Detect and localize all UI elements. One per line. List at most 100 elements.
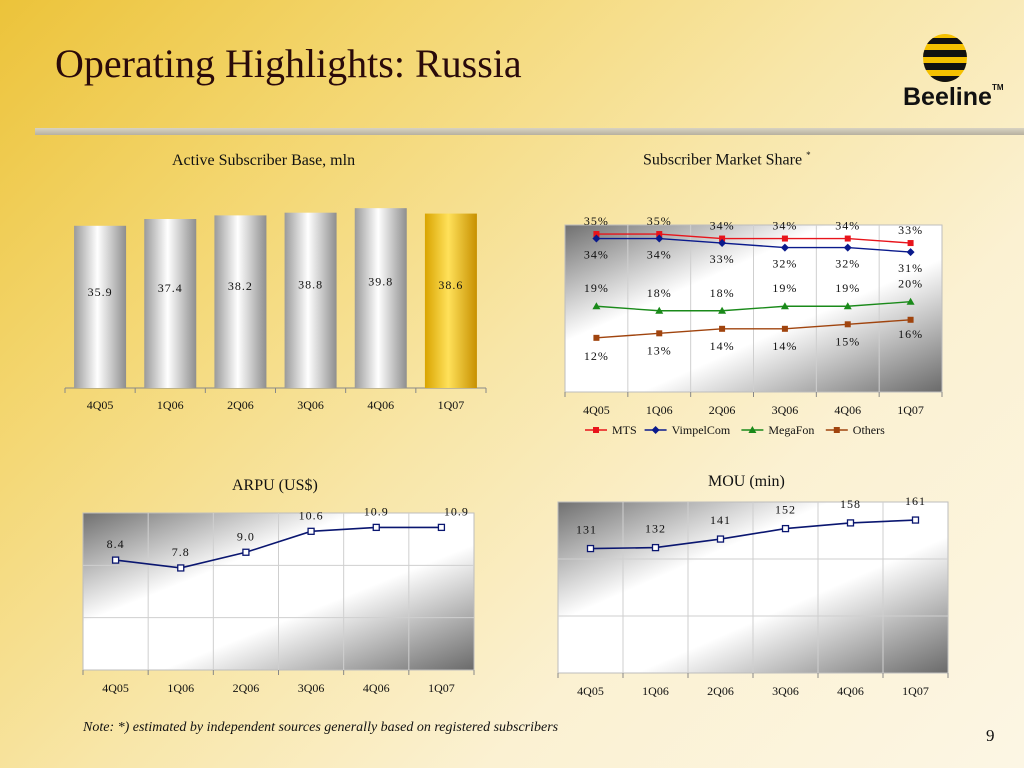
subscriber-base-chart: 35.9 4Q05 37.4 1Q06 38.2 2Q06 38.8 3Q06 39.8 4Q06… [64,208,487,412]
x-tick-label: 4Q05 [102,681,129,695]
data-label: 33% [898,223,923,237]
beeline-logo-icon [923,34,967,82]
x-tick-label: 2Q06 [707,684,734,698]
brand-name: BeelineTM [903,83,1004,111]
x-tick-label: 3Q06 [297,398,324,412]
data-point [592,302,601,310]
data-point [372,523,380,532]
bar-value-label: 39.8 [368,275,393,289]
bar-4Q06 [354,208,407,388]
arpu-title: ARPU (US$) [232,477,318,494]
x-tick-label: 1Q06 [167,681,194,695]
series-line: 8.4 7.8 9.0 10.6 10.9 10.9 [107,504,469,572]
data-point [655,306,664,314]
data-label: 10.6 [299,508,324,522]
data-point [780,243,789,252]
data-point [780,302,789,310]
data-point [846,519,855,527]
data-label: 35% [647,214,672,228]
data-label: 131 [576,523,597,537]
data-label: 34% [835,219,860,233]
data-point [718,239,727,248]
data-point [718,306,727,314]
data-point [656,330,663,337]
data-point [716,535,725,543]
page-title: Operating Highlights: Russia [55,41,522,86]
legend-marker [651,426,660,434]
legend-label: VimpelCom [672,423,731,437]
data-point [437,523,446,532]
series-line [115,526,442,569]
x-tick-label: 2Q06 [233,681,260,695]
data-label: 14% [772,339,797,353]
data-label: 32% [772,257,797,271]
legend-label: Others [853,423,885,437]
x-tick-label: 1Q06 [642,684,669,698]
x-tick-label: 4Q06 [834,403,861,417]
subscriber-base-title: Active Subscriber Base, mln [172,152,356,169]
bar-1Q07 [424,213,477,388]
data-label: 141 [710,513,731,527]
bar-1Q06 [144,219,197,388]
bar-value-label: 38.2 [228,279,253,293]
x-tick-label: 1Q07 [897,403,924,417]
data-point [906,297,915,305]
legend-label: MTS [612,423,637,437]
bar-value-label: 37.4 [158,281,183,295]
mou-title: MOU (min) [708,473,785,490]
data-point [586,544,595,553]
series-line [596,237,911,253]
x-tick-label: 3Q06 [772,403,799,417]
x-tick-label: 4Q05 [577,684,604,698]
data-label: 19% [835,281,860,295]
series-line: 131 132 141 152 158 161 [576,494,926,553]
legend: MTS VimpelCom MegaFon Others [585,423,885,437]
x-tick-label: 1Q07 [438,398,465,412]
legend-label: MegaFon [768,423,814,437]
data-label: 19% [772,281,797,295]
market-share-title: Subscriber Market Share * [643,150,811,169]
data-point [593,231,600,238]
data-point [843,243,852,252]
page-number: 9 [986,726,995,745]
data-label: 10.9 [444,504,469,518]
x-tick-label: 4Q05 [583,403,610,417]
data-label: 9.0 [237,529,255,543]
data-point [781,325,788,332]
data-label: 13% [647,343,672,357]
x-tick-label: 1Q06 [646,403,673,417]
data-label: 132 [645,522,666,536]
data-point [907,316,914,323]
data-point [911,516,920,524]
data-label: 16% [898,327,923,341]
legend-marker [593,427,599,433]
data-point [592,234,601,243]
x-tick-label: 2Q06 [227,398,254,412]
data-label: 19% [584,281,609,295]
legend-marker [748,426,757,433]
x-tick-label: 1Q06 [157,398,184,412]
data-label: 15% [835,334,860,348]
series-MTS: 35% 35% 34% 34% 34% 33% [584,214,923,247]
data-label: 161 [905,494,926,508]
bar-3Q06 [284,212,337,388]
data-label: 7.8 [172,545,190,559]
data-label: 12% [584,349,609,363]
series-line [596,319,911,339]
bar-value-label: 35.9 [88,285,113,299]
data-point [242,548,250,556]
data-point [781,235,788,242]
series-Others: 12% 13% 14% 14% 15% 16% [584,316,923,363]
x-tick-label: 4Q06 [363,681,390,695]
data-label: 35% [584,214,609,228]
x-tick-label: 4Q06 [367,398,394,412]
data-label: 18% [647,286,672,300]
data-label: 34% [647,248,672,262]
data-point [656,231,663,238]
bar-2Q06 [214,215,267,388]
series-VimpelCom: 34% 34% 33% 32% 32% 31% [584,234,922,275]
data-point [177,564,185,572]
data-label: 18% [710,286,735,300]
x-tick-label: 3Q06 [298,681,325,695]
